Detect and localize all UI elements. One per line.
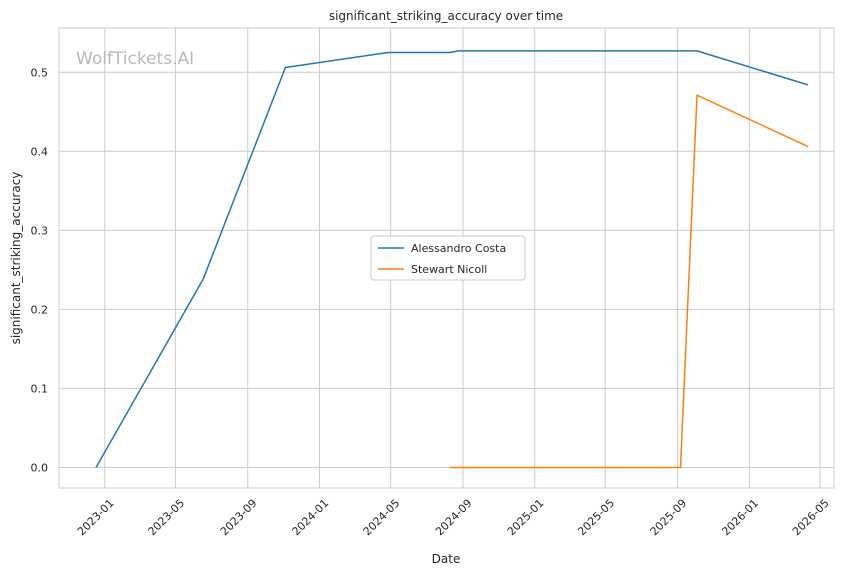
y-tick-label: 0.5 [31,66,49,79]
x-tick-label: 2024-05 [361,497,403,539]
legend: Alessandro Costa Stewart Nicoll [370,235,526,281]
watermark: WolfTickets.AI [76,49,194,69]
y-tick-label: 0.0 [31,461,49,474]
x-tick-label: 2025-01 [505,497,547,539]
x-tick-label: 2026-01 [719,497,761,539]
x-tick-label: 2024-09 [433,497,475,539]
series-group [95,50,809,469]
x-tick-label: 2025-05 [575,497,617,539]
series-line-alessandro-costa [95,50,809,468]
y-axis-ticks: 0.0 0.1 0.2 0.3 0.4 0.5 [31,66,49,474]
plot-area-frame [58,27,835,489]
y-tick-label: 0.2 [31,303,49,316]
x-tick-label: 2025-09 [648,497,690,539]
y-tick-label: 0.4 [31,145,49,158]
y-axis-label: significant_striking_accuracy [9,172,23,345]
y-tick-label: 0.3 [31,224,49,237]
x-tick-label: 2026-05 [790,497,832,539]
legend-frame [370,235,526,281]
x-tick-label: 2023-09 [218,497,260,539]
chart-title: significant_striking_accuracy over time [329,9,563,23]
x-tick-label: 2023-01 [75,497,117,539]
series-line-stewart-nicoll [450,94,809,469]
legend-entry-label: Alessandro Costa [411,242,506,255]
x-tick-label: 2024-01 [290,497,332,539]
x-tick-label: 2023-05 [146,497,188,539]
x-axis-ticks: 2023-01 2023-05 2023-09 2024-01 2024-05 2024-… [75,497,832,539]
legend-entry-label: Stewart Nicoll [411,263,487,276]
x-axis-label: Date [432,552,461,566]
y-tick-label: 0.1 [31,382,49,395]
